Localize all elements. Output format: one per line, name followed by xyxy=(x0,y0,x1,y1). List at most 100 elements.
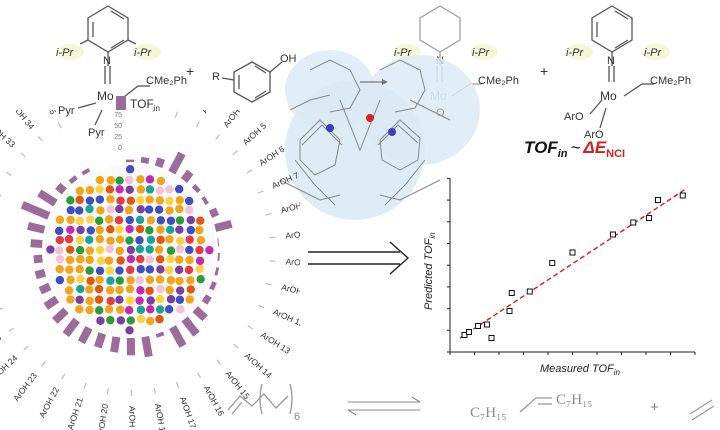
molecular-overlay xyxy=(279,50,480,220)
cluster-dot xyxy=(185,295,194,304)
cluster-dot xyxy=(66,295,75,304)
cluster-dot xyxy=(196,236,206,245)
cluster-dot xyxy=(95,234,104,244)
cluster-dot xyxy=(95,245,105,255)
cluster-dot xyxy=(154,205,164,214)
legend-swatch xyxy=(116,96,126,110)
cluster-dot xyxy=(156,225,165,234)
cluster-dot xyxy=(106,236,115,245)
cluster-dot xyxy=(186,215,196,225)
radial-label: ArOH 8 xyxy=(280,198,300,215)
cluster-dot xyxy=(86,226,95,235)
intermediate-ipr-left: i-Pr xyxy=(394,47,412,59)
cluster-dot xyxy=(145,185,155,194)
catalyst-ipr-left: i-Pr xyxy=(56,47,74,59)
cluster-dot xyxy=(126,265,135,275)
cluster-dot xyxy=(124,175,134,185)
radial-bar xyxy=(20,152,67,195)
cluster-dot xyxy=(196,274,205,284)
cluster-dot xyxy=(115,246,124,256)
cluster-dot xyxy=(135,296,144,305)
cluster-dot xyxy=(196,216,205,225)
radial-bar xyxy=(217,236,276,247)
legend-label: TOFin xyxy=(130,97,160,113)
cluster-dot xyxy=(115,176,124,185)
cluster-dot xyxy=(175,295,185,304)
cluster-dot xyxy=(95,275,104,284)
cluster-dot xyxy=(155,314,164,324)
cluster-dot xyxy=(146,216,155,225)
cluster-dot xyxy=(66,205,75,215)
scale-tick-label: 25 xyxy=(114,134,122,141)
scatter-point xyxy=(506,308,513,314)
cluster-dot xyxy=(146,305,155,314)
cluster-dot xyxy=(145,286,154,295)
radial-label: ArOH 10 xyxy=(285,256,300,269)
scatter-point xyxy=(475,323,481,329)
cluster-dot xyxy=(144,205,154,214)
cluster-dot xyxy=(125,326,134,335)
cluster-dot xyxy=(66,225,75,234)
radial-label: ArOH 7 xyxy=(270,170,300,191)
radial-bar xyxy=(155,331,180,388)
radial-bar xyxy=(6,171,58,207)
cluster-dot xyxy=(136,254,145,264)
cluster-dot xyxy=(66,275,75,285)
radial-bars xyxy=(0,110,276,396)
cluster-dot xyxy=(124,306,134,315)
radial-label: ArOH 35 xyxy=(33,110,58,116)
radial-bar xyxy=(61,325,93,380)
cluster-dot xyxy=(95,225,104,235)
cluster-dot xyxy=(104,215,114,224)
catalyst-molybdenum: Mo xyxy=(97,89,114,103)
scatter-point xyxy=(569,249,576,256)
cluster-dot xyxy=(55,246,64,255)
radial-bar xyxy=(180,134,220,183)
cluster-dot xyxy=(115,235,125,244)
radial-bar xyxy=(8,295,60,332)
ipr-highlight-right xyxy=(133,44,161,60)
cluster-dot xyxy=(106,225,115,234)
product-nitrogen: N xyxy=(607,55,615,67)
radial-label: ArOH 25 xyxy=(0,332,3,359)
cluster-dot xyxy=(175,255,184,264)
internal-alkene xyxy=(519,397,552,413)
dot-cluster xyxy=(44,164,216,336)
product-aryl-ring xyxy=(589,5,654,129)
cluster-dot xyxy=(86,276,95,286)
cluster-dot xyxy=(54,226,64,236)
cluster-dot xyxy=(85,285,94,294)
scale-tick-label: 0 xyxy=(118,145,122,152)
cluster-dot xyxy=(115,185,124,194)
radial-bar xyxy=(83,332,107,389)
cluster-dot xyxy=(175,225,184,234)
cluster-dot xyxy=(124,205,134,215)
cluster-dot xyxy=(55,264,64,274)
cluster-dot xyxy=(95,175,105,185)
radial-label: ArOH 17 xyxy=(178,395,199,430)
radial-bar xyxy=(106,336,121,395)
cluster-dot xyxy=(75,216,84,226)
cluster-dot xyxy=(136,195,145,205)
cluster-dot xyxy=(164,305,174,314)
cluster-dot xyxy=(106,296,115,306)
radial-bar xyxy=(0,192,51,220)
cluster-dot xyxy=(145,265,155,274)
product-aro-2: ArO xyxy=(584,129,604,141)
cluster-dot xyxy=(106,276,115,285)
radial-label: ArOH 14 xyxy=(243,351,274,381)
product-cme2ph: CMe₂Ph xyxy=(650,75,691,87)
catalyst-cme2ph: CMe₂Ph xyxy=(146,75,187,87)
cluster-dot xyxy=(125,224,134,234)
cluster-dot xyxy=(126,245,136,255)
cluster-dot xyxy=(85,305,94,315)
plus-sign-2: + xyxy=(540,63,548,79)
cluster-dot xyxy=(155,196,164,205)
radial-label: ArOH 33 xyxy=(0,120,17,150)
product-ipr-right: i-Pr xyxy=(644,47,662,59)
cluster-dot xyxy=(125,185,134,194)
cluster-dot xyxy=(65,255,75,265)
cluster-dot xyxy=(174,265,184,274)
cluster-dot xyxy=(136,205,145,214)
cluster-dot xyxy=(185,255,194,265)
